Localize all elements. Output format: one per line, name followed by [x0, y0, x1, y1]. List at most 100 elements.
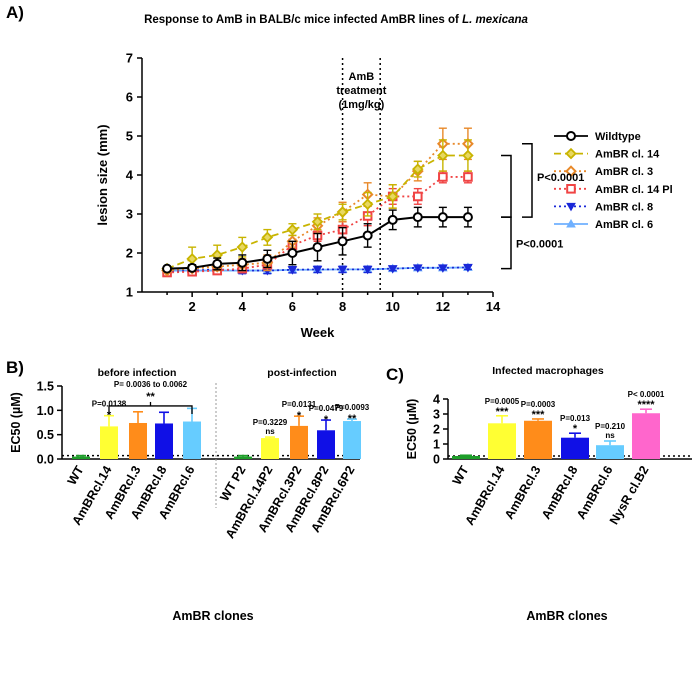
series-ambr-cl-8-point — [387, 265, 398, 274]
y-axis-label-text: EC50 ( — [9, 413, 23, 453]
legend-entry: AmBR cl. 14 Pl — [595, 184, 673, 196]
significance-stars: * — [573, 423, 578, 435]
series-wildtype — [162, 206, 473, 274]
bar — [596, 445, 624, 459]
treatment-label: treatment — [336, 85, 386, 97]
series-wildtype-point — [162, 263, 173, 274]
series-wildtype-point — [412, 212, 423, 223]
significance-brackets: P<0.0001 P<0.0001 — [501, 143, 584, 270]
bracket — [522, 143, 533, 218]
series-ambr-cl-14-point — [386, 190, 399, 203]
x-tick-label: WT — [450, 463, 472, 487]
legend-entry: AmBR cl. 6 — [595, 219, 653, 231]
bar — [72, 456, 90, 459]
series-ambr-cl-8-point — [463, 263, 473, 273]
bar — [183, 421, 201, 459]
bar — [100, 426, 118, 459]
bar — [317, 430, 335, 459]
series-wildtype-point — [387, 214, 398, 225]
series-ambr-cl-8-point — [312, 265, 323, 275]
x-tick-label: 4 — [239, 299, 247, 314]
y-axis-label-unit: µM — [405, 403, 419, 421]
legend: Wildtype AmBR cl. 14 AmBR cl. 3 AmBR cl. 14… — [554, 131, 673, 231]
bar — [488, 423, 516, 459]
bar — [632, 413, 660, 459]
y-tick-label: 1 — [433, 438, 440, 452]
p-value-label: P<0.0001 — [516, 238, 563, 250]
x-tick-label: 6 — [289, 299, 296, 314]
bar — [452, 456, 480, 459]
x-tick-label: 14 — [486, 299, 501, 314]
chart-title: Response to AmB in BALB/c mice infected … — [144, 14, 528, 26]
panel-label-a: A) — [6, 3, 24, 22]
y-axis-label: lesion size (mm) — [95, 124, 110, 225]
bar — [561, 437, 589, 459]
panel-label-c: C) — [386, 365, 404, 384]
treatment-label: AmB — [349, 71, 375, 83]
chart-title: Infected macrophages — [492, 365, 604, 377]
series-wildtype-point — [287, 248, 298, 258]
x-tick-label: 10 — [385, 299, 399, 314]
series-ambr-cl-14-pl-point — [412, 191, 423, 202]
bracket — [501, 216, 512, 270]
series-wildtype-point — [337, 236, 348, 247]
chart-title-species: L. mexicana — [462, 14, 528, 26]
bar — [343, 421, 361, 459]
significance-stars: *** — [532, 409, 546, 421]
significance-stars: * — [297, 410, 302, 422]
y-tick-label: 1.5 — [37, 380, 54, 394]
y-axis-label-text: EC50 ( — [405, 420, 419, 460]
y-axis-label-unit: µM — [9, 396, 23, 414]
chart-title-text: Response to AmB in BALB/c mice infected … — [144, 14, 462, 26]
y-tick-label: 2 — [433, 423, 440, 437]
p-value-label: P<0.0001 — [537, 172, 584, 184]
bar — [524, 420, 552, 459]
legend-wildtype-point — [566, 131, 576, 141]
legend-entry: AmBR cl. 3 — [595, 166, 653, 178]
series-ambr-cl-14-point — [261, 231, 274, 244]
series-wildtype-point — [187, 262, 198, 273]
y-axis-label: EC50 (µM) — [405, 399, 419, 460]
x-axis-label: AmBR clones — [172, 609, 253, 623]
series-wildtype-point — [262, 253, 273, 264]
legend-ambr-cl-6-point — [566, 218, 576, 228]
y-tick-label: 0.5 — [37, 428, 54, 442]
significance-stars: ** — [146, 391, 155, 403]
y-tick-label: 1.0 — [37, 404, 54, 418]
x-axis-label: AmBR clones — [526, 609, 607, 623]
series-ambr-cl-14-point — [186, 253, 198, 265]
significance-stars: * — [107, 410, 112, 422]
legend-ambr-cl-3-point — [565, 165, 577, 178]
significance-stars: ns — [265, 427, 275, 436]
x-tick-label: 8 — [339, 299, 346, 314]
bar — [290, 425, 308, 459]
series-ambr-cl-8-point — [412, 264, 423, 273]
series-ambr-cl-8-point — [287, 266, 298, 275]
p-value-label: P=0.0131 — [282, 400, 317, 409]
group-title: post-infection — [267, 367, 336, 379]
y-tick-label: 4 — [433, 393, 440, 407]
p-value-label: P= 0.0036 to 0.0062 — [114, 380, 188, 389]
group-before-infection: before infectionWTAmBRcl.14*P=0.0138AmBR… — [65, 367, 201, 528]
significance-stars: *** — [496, 406, 510, 418]
x-tick-label: WT — [65, 463, 87, 487]
series-wildtype-point — [212, 258, 223, 269]
y-tick-label: 5 — [126, 129, 133, 144]
bar — [129, 422, 147, 459]
y-tick-label: 2 — [126, 246, 133, 261]
treatment-label: (1mg/kg) — [338, 99, 384, 111]
series-wildtype-point — [462, 212, 473, 223]
x-tick-label: AmBRcl.6 — [574, 463, 616, 521]
series-ambr-cl-14-point — [412, 163, 424, 175]
series-ambr-cl-14-pl-point — [438, 172, 448, 182]
bar — [234, 456, 252, 459]
y-axis-label: EC50 (µM) — [9, 392, 23, 453]
group-title: before infection — [98, 367, 177, 379]
series-ambr-cl-14-point — [286, 223, 299, 236]
y-tick-label: 1 — [126, 285, 133, 300]
legend-entry: AmBR cl. 14 — [595, 149, 660, 161]
x-tick-label: AmBRcl.3 — [502, 463, 544, 521]
series-ambr-cl-14-point — [336, 206, 349, 218]
